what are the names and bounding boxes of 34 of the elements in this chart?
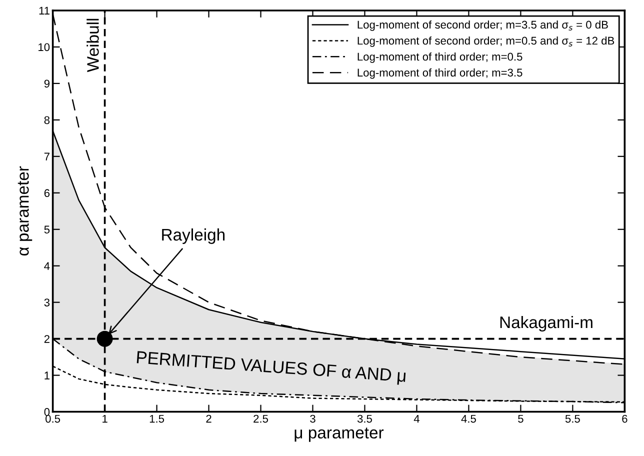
x-tick-label: 5	[518, 414, 524, 423]
x-tick-label: 0.5	[46, 414, 60, 423]
y-tick-label: 5	[44, 226, 50, 234]
y-tick-label: 10	[38, 43, 50, 52]
legend-label: Log-moment of second order; m=0.5 and σ$_{s}$ = 12 dB	[358, 36, 614, 47]
y-axis-title: α parameter	[18, 166, 32, 256]
y-tick-label: 6	[44, 189, 50, 198]
y-tick-label: 7	[44, 152, 50, 160]
x-tick-label: 2	[206, 414, 212, 423]
legend-label: Log-moment of third order; m=0.5	[358, 52, 522, 63]
ref-line-label: Nakagami-m	[500, 316, 592, 332]
x-axis-title: μ parameter	[294, 428, 384, 442]
annotation: PERMITTED VALUES OF α AND μ	[136, 351, 406, 386]
x-tick-label: 3	[310, 414, 316, 423]
y-tick-label: 4	[44, 262, 50, 270]
y-tick-label: 9	[44, 80, 50, 88]
legend-label: Log-moment of third order; m=3.5	[358, 68, 522, 79]
ref-line-label: Weibull	[86, 18, 99, 72]
x-tick-label: 4	[414, 414, 420, 423]
x-tick-label: 4.5	[461, 414, 476, 423]
x-tick-label: 2.5	[254, 414, 268, 423]
x-tick-label: 6	[622, 414, 628, 423]
annotation: Rayleigh	[162, 228, 225, 244]
x-tick-label: 3.5	[357, 414, 372, 423]
y-tick-label: 11	[39, 6, 50, 15]
x-tick-label: 1	[102, 414, 108, 423]
x-tick-label: 1.5	[150, 414, 164, 423]
x-tick-label: 5.5	[565, 414, 580, 423]
y-tick-label: 2	[44, 335, 50, 343]
y-tick-label: 1	[44, 372, 50, 380]
y-tick-label: 0	[44, 408, 50, 416]
y-tick-label: 3	[44, 298, 50, 306]
y-tick-label: 8	[44, 116, 50, 124]
legend-label: Log-moment of second order; m=3.5 and σ$_{s}$ = 0 dB	[358, 20, 608, 31]
